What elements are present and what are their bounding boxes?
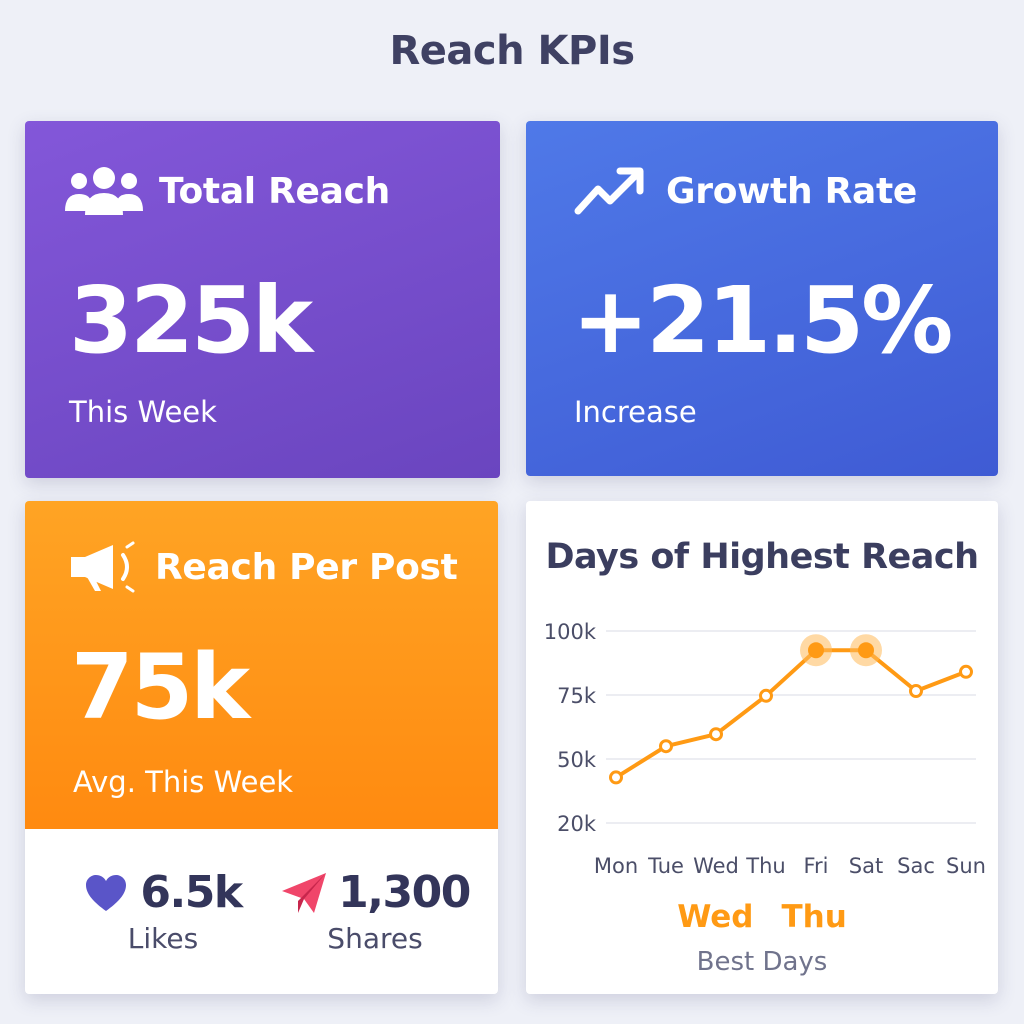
y-tick-label: 20k bbox=[557, 812, 597, 836]
x-tick-label: Thu bbox=[745, 854, 785, 878]
data-point bbox=[709, 727, 723, 742]
shares-value: 1,300 bbox=[338, 867, 471, 918]
x-tick-label: Tue bbox=[647, 854, 684, 878]
x-tick-label: Sun bbox=[946, 854, 986, 878]
reach-series-line bbox=[614, 648, 968, 780]
trending-up-icon bbox=[574, 165, 648, 217]
y-tick-label: 50k bbox=[557, 748, 597, 772]
growth-rate-header: Growth Rate bbox=[574, 165, 917, 217]
page-title: Reach KPIs bbox=[389, 28, 635, 74]
reach-per-post-header: Reach Per Post bbox=[69, 541, 458, 593]
x-tick-label: Mon bbox=[594, 854, 638, 878]
total-reach-header: Total Reach bbox=[63, 165, 390, 217]
growth-rate-label: Growth Rate bbox=[666, 170, 918, 212]
reach-line-chart: 100k 75k 50k 20k Mon Tue Wed Thu Fri Sat Sac Sun bbox=[544, 620, 986, 878]
total-reach-value: 325k bbox=[69, 267, 313, 374]
x-tick-label: Fri bbox=[803, 854, 828, 878]
best-days-label: Best Days bbox=[696, 947, 828, 977]
reach-per-post-value: 75k bbox=[71, 635, 250, 740]
reach-per-post-card: Reach Per Post 75k Avg. This Week 6.5k L… bbox=[25, 501, 498, 994]
total-reach-label: Total Reach bbox=[159, 170, 390, 212]
growth-rate-value: +21.5% bbox=[572, 267, 953, 374]
y-tick-label: 100k bbox=[544, 620, 597, 644]
total-reach-period: This Week bbox=[69, 395, 217, 429]
highlight-point bbox=[808, 642, 824, 659]
data-point bbox=[609, 770, 623, 785]
paper-plane-icon bbox=[280, 871, 328, 915]
chart-title: Days of Highest Reach bbox=[545, 537, 979, 577]
data-point bbox=[909, 684, 923, 698]
likes-value: 6.5k bbox=[140, 867, 243, 918]
data-point bbox=[659, 739, 673, 754]
x-tick-label: Sat bbox=[849, 854, 883, 878]
heart-icon bbox=[84, 873, 128, 913]
reach-per-post-period: Avg. This Week bbox=[73, 765, 294, 799]
best-days-list: Wed Thu bbox=[526, 899, 998, 935]
data-point bbox=[759, 688, 773, 703]
x-tick-label: Wed bbox=[693, 854, 739, 878]
growth-rate-card: Growth Rate +21.5% Increase bbox=[526, 121, 998, 476]
shares-label: Shares bbox=[327, 922, 423, 955]
x-tick-label: Sac bbox=[897, 854, 935, 878]
highest-reach-card: Days of Highest Reach 100k 75k 50k 20k Mon Tu… bbox=[526, 501, 998, 994]
growth-rate-period: Increase bbox=[574, 395, 697, 429]
megaphone-icon bbox=[69, 541, 141, 593]
total-reach-card: Total Reach 325k This Week bbox=[25, 121, 500, 478]
best-day-1: Wed bbox=[677, 899, 754, 935]
best-day-2: Thu bbox=[781, 899, 847, 935]
highlight-point bbox=[858, 642, 874, 659]
likes-label: Likes bbox=[127, 922, 199, 955]
shares-stat: 1,300 Shares bbox=[277, 867, 473, 955]
data-point bbox=[959, 664, 973, 679]
users-icon bbox=[63, 165, 145, 217]
likes-stat: 6.5k Likes bbox=[73, 867, 253, 955]
y-tick-label: 75k bbox=[557, 684, 597, 708]
reach-per-post-label: Reach Per Post bbox=[155, 546, 458, 588]
